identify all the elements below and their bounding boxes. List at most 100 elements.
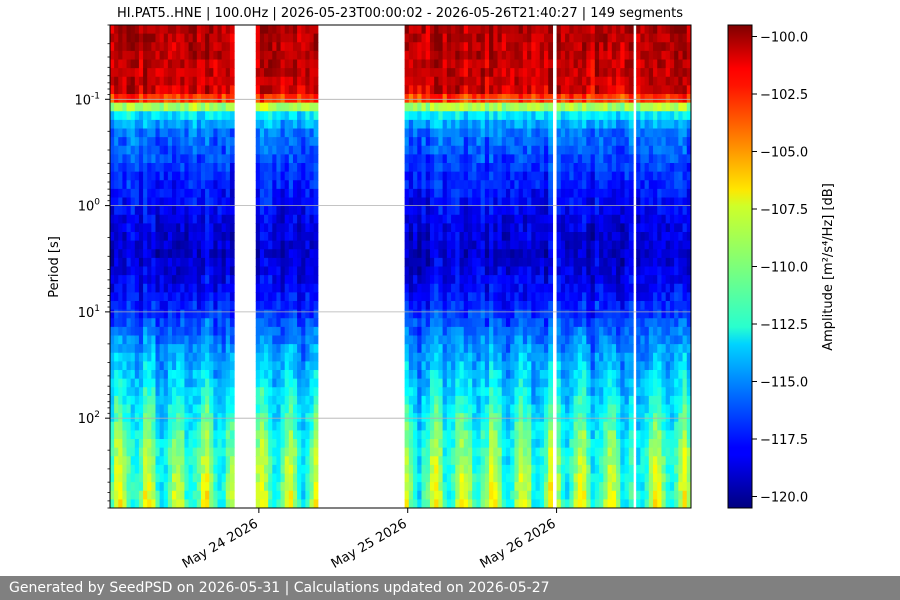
psd-cell	[288, 395, 294, 406]
psd-cell	[451, 361, 456, 371]
psd-cell	[446, 171, 452, 181]
psd-cell	[467, 275, 473, 285]
psd-cell	[446, 301, 452, 311]
psd-cell	[472, 163, 478, 173]
psd-cell	[184, 128, 190, 138]
psd-cell	[172, 370, 177, 380]
psd-cell	[176, 266, 181, 276]
psd-cell	[196, 154, 202, 164]
psd-cell	[143, 180, 148, 190]
psd-cell	[305, 257, 311, 268]
psd-cell	[229, 266, 235, 276]
psd-cell	[493, 275, 499, 285]
psd-cell	[425, 163, 431, 173]
psd-cell	[297, 214, 302, 224]
psd-cell	[259, 197, 265, 207]
psd-cell	[463, 266, 469, 276]
psd-cell	[527, 154, 532, 164]
psd-cell	[476, 206, 482, 216]
psd-cell	[413, 240, 418, 250]
psd-cell	[404, 25, 410, 35]
psd-cell	[205, 473, 210, 483]
psd-cell	[408, 318, 414, 328]
psd-cell	[417, 214, 423, 224]
psd-cell	[280, 275, 286, 285]
psd-cell	[527, 283, 532, 293]
psd-cell	[408, 137, 414, 147]
psd-cell	[548, 102, 554, 112]
psd-cell	[438, 59, 444, 69]
psd-cell	[151, 430, 157, 440]
psd-cell	[484, 370, 490, 380]
psd-cell	[569, 292, 575, 302]
psd-cell	[167, 137, 173, 147]
psd-cell	[272, 25, 278, 35]
psd-cell	[548, 395, 554, 406]
psd-cell	[159, 223, 165, 233]
psd-cell	[205, 154, 210, 164]
psd-cell	[209, 59, 214, 69]
psd-cell	[288, 378, 294, 388]
psd-cell	[484, 352, 490, 362]
psd-cell	[480, 68, 486, 78]
psd-cell	[417, 59, 423, 69]
psd-cell	[167, 361, 173, 371]
psd-cell	[425, 154, 431, 164]
psd-cell	[577, 137, 583, 147]
psd-cell	[467, 188, 473, 199]
psd-cell	[442, 76, 448, 86]
psd-cell	[196, 404, 202, 414]
psd-cell	[229, 145, 235, 155]
psd-cell	[463, 499, 469, 508]
psd-cell	[556, 59, 562, 69]
psd-cell	[134, 490, 140, 500]
psd-cell	[505, 85, 511, 95]
psd-cell	[229, 154, 235, 164]
psd-cell	[413, 326, 418, 337]
psd-cell	[259, 50, 265, 61]
psd-cell	[188, 473, 194, 483]
psd-cell	[196, 499, 202, 508]
psd-cell	[480, 292, 486, 302]
psd-cell	[184, 413, 190, 423]
psd-cell	[259, 283, 265, 293]
psd-cell	[518, 76, 524, 86]
psd-cell	[518, 94, 524, 104]
psd-cell	[143, 439, 148, 449]
psd-cell	[560, 163, 566, 173]
psd-cell	[489, 292, 494, 302]
psd-cell	[167, 395, 173, 406]
psd-cell	[305, 421, 311, 431]
psd-cell	[276, 326, 282, 337]
psd-cell	[188, 188, 194, 199]
psd-cell	[264, 439, 269, 449]
psd-cell	[221, 197, 227, 207]
psd-cell	[309, 378, 315, 388]
psd-cell	[122, 464, 128, 475]
psd-cell	[192, 188, 198, 199]
psd-cell	[514, 154, 520, 164]
psd-cell	[501, 301, 507, 311]
psd-cell	[176, 490, 181, 500]
psd-cell	[480, 240, 486, 250]
psd-cell	[143, 447, 148, 457]
psd-cell	[510, 137, 516, 147]
psd-cell	[176, 361, 181, 371]
psd-cell	[476, 335, 482, 345]
psd-cell	[518, 292, 524, 302]
psd-cell	[505, 180, 511, 190]
psd-cell	[548, 301, 554, 311]
psd-cell	[118, 395, 123, 406]
psd-cell	[518, 102, 524, 112]
psd-cell	[180, 395, 186, 406]
psd-cell	[560, 456, 566, 466]
psd-cell	[264, 232, 269, 242]
psd-cell	[205, 413, 210, 423]
psd-cell	[205, 76, 210, 86]
psd-cell	[497, 128, 503, 138]
psd-cell	[413, 94, 418, 104]
psd-cell	[225, 352, 231, 362]
psd-cell	[472, 223, 478, 233]
psd-cell	[577, 490, 583, 500]
psd-cell	[548, 76, 554, 86]
